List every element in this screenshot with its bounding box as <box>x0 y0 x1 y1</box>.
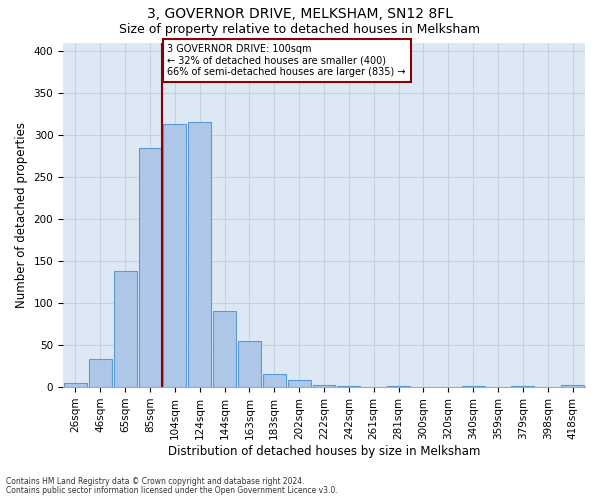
Text: Size of property relative to detached houses in Melksham: Size of property relative to detached ho… <box>119 22 481 36</box>
Bar <box>89 360 112 387</box>
Bar <box>188 122 211 387</box>
Bar <box>288 380 311 387</box>
Text: Contains public sector information licensed under the Open Government Licence v3: Contains public sector information licen… <box>6 486 338 495</box>
Bar <box>313 384 335 387</box>
Text: Contains HM Land Registry data © Crown copyright and database right 2024.: Contains HM Land Registry data © Crown c… <box>6 477 305 486</box>
Y-axis label: Number of detached properties: Number of detached properties <box>15 122 28 308</box>
Bar <box>114 271 137 387</box>
Text: 3, GOVERNOR DRIVE, MELKSHAM, SN12 8FL: 3, GOVERNOR DRIVE, MELKSHAM, SN12 8FL <box>147 8 453 22</box>
Bar <box>387 386 410 387</box>
Text: 3 GOVERNOR DRIVE: 100sqm
← 32% of detached houses are smaller (400)
66% of semi-: 3 GOVERNOR DRIVE: 100sqm ← 32% of detach… <box>167 44 406 78</box>
X-axis label: Distribution of detached houses by size in Melksham: Distribution of detached houses by size … <box>168 444 480 458</box>
Bar <box>561 386 584 387</box>
Bar <box>213 312 236 387</box>
Bar <box>139 148 161 387</box>
Bar <box>163 124 187 387</box>
Bar <box>263 374 286 387</box>
Bar <box>462 386 485 387</box>
Bar <box>511 386 534 387</box>
Bar <box>64 383 87 387</box>
Bar <box>337 386 361 387</box>
Bar <box>238 341 261 387</box>
